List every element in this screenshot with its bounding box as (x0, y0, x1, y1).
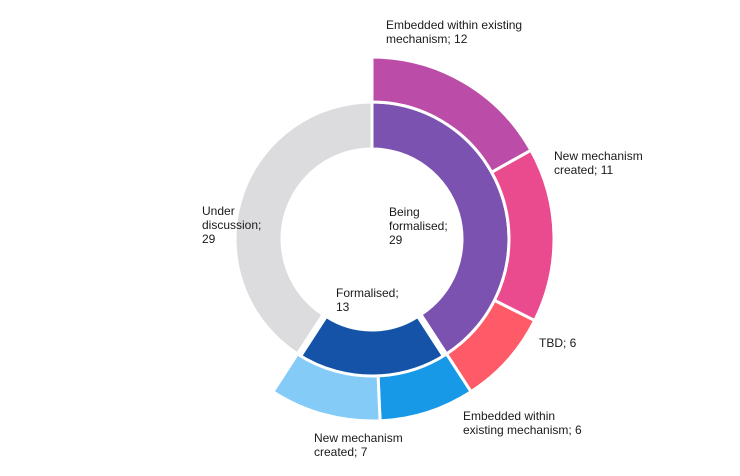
label-under-discussion: Under discussion; 29 (202, 204, 262, 246)
outer-segment-4[interactable] (271, 352, 382, 423)
label-new-mechanism-11: New mechanism created; 11 (554, 149, 643, 177)
inner-segment-under-discussion[interactable] (233, 100, 374, 356)
label-embedded-12: Embedded within existing mechanism; 12 (386, 18, 523, 46)
label-tbd-6: TBD; 6 (539, 336, 577, 350)
label-embedded-6: Embedded within existing mechanism; 6 (463, 409, 582, 437)
label-formalised: Formalised; 13 (336, 286, 399, 314)
label-new-mechanism-7: New mechanism created; 7 (314, 431, 403, 459)
label-being-formalised: Being formalised; 29 (389, 205, 448, 247)
